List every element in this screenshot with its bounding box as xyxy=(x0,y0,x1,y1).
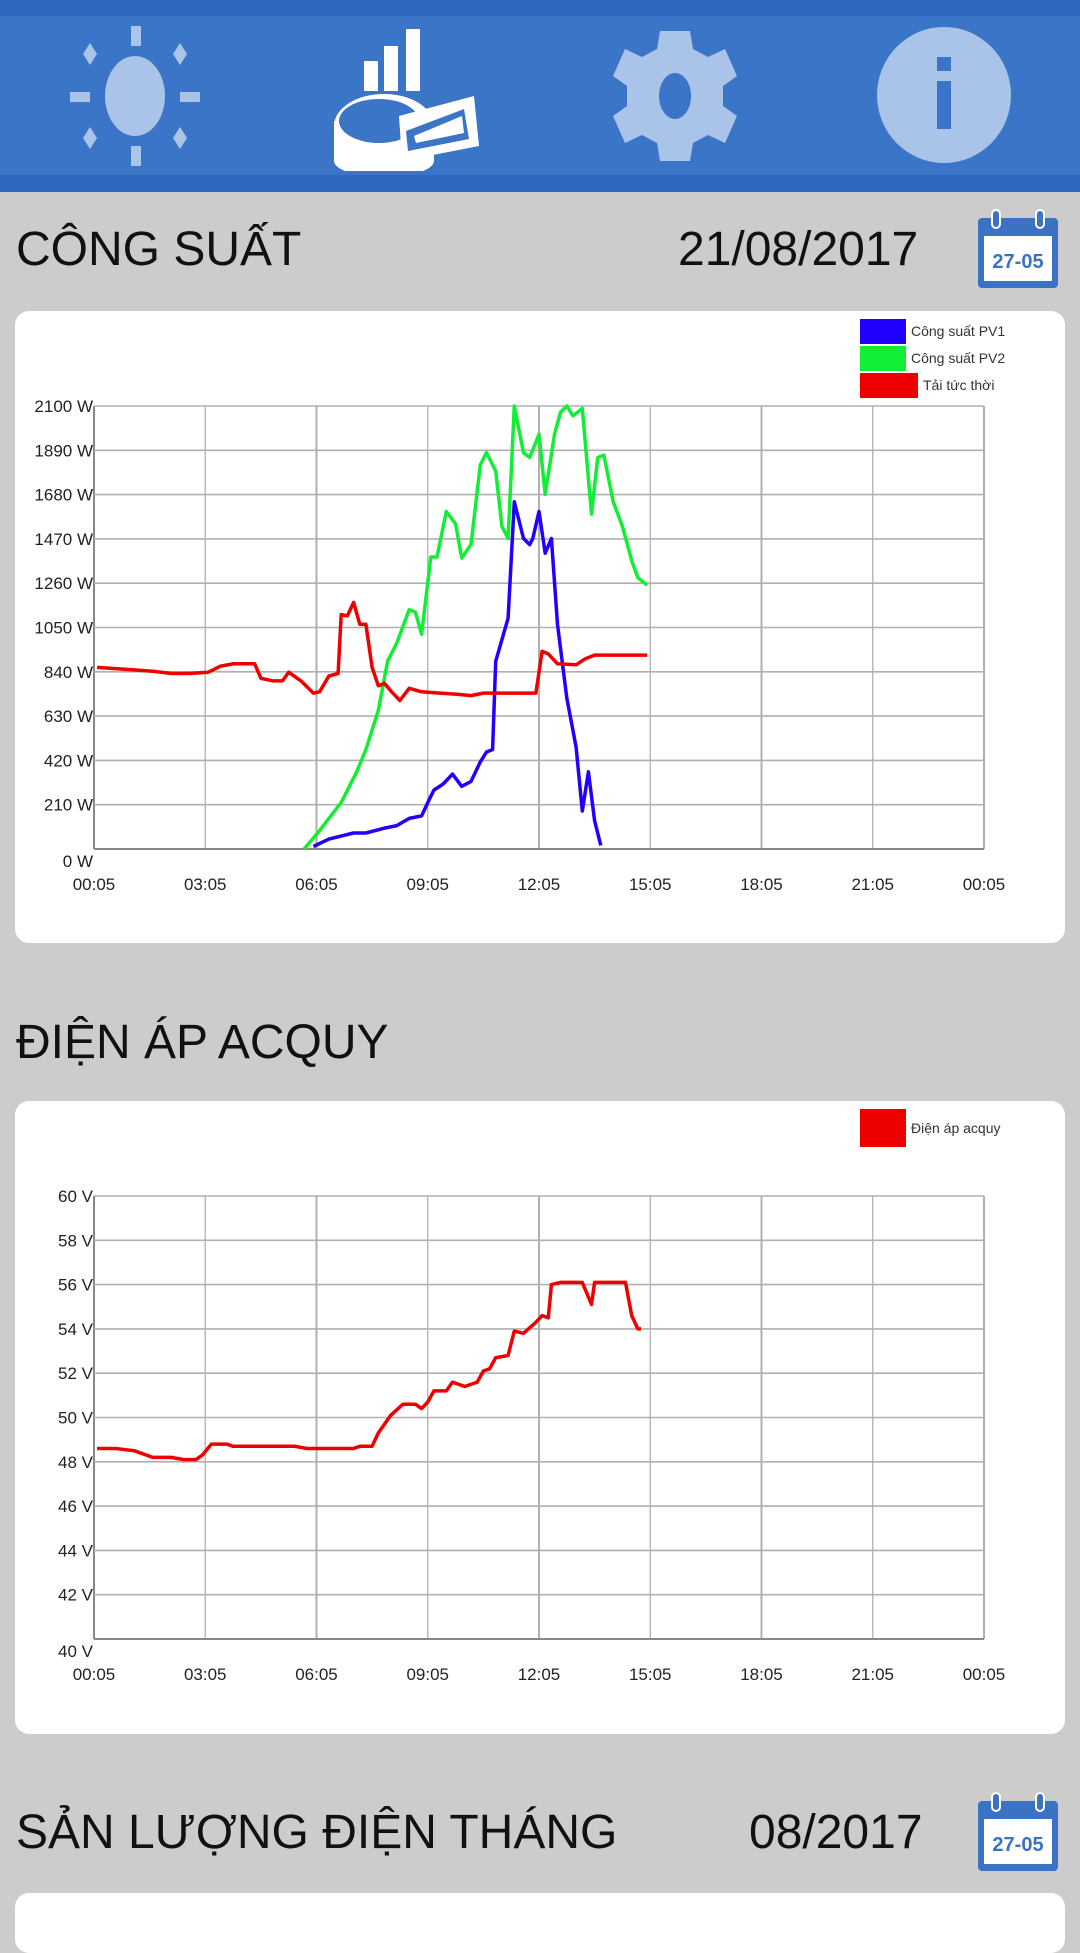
y-tick-label: 1050 W xyxy=(34,619,93,638)
y-tick-label: 54 V xyxy=(58,1320,94,1339)
legend-swatch xyxy=(860,319,906,344)
y-tick-label: 56 V xyxy=(58,1276,94,1295)
battery-voltage-chart: 00:05 03:05 06:05 09:05 12:05 15:05 18:05 21:05… xyxy=(58,1109,1006,1684)
y-tick-label: 48 V xyxy=(58,1453,94,1472)
y-tick-label: 210 W xyxy=(44,796,93,815)
y-tick-label: 840 W xyxy=(44,663,93,682)
power-date: 21/08/2017 xyxy=(678,223,919,276)
x-tick-label: 06:05 xyxy=(295,875,338,894)
nav-button-settings[interactable] xyxy=(575,16,775,175)
power-chart-card: 00:05 03:05 06:05 09:05 12:05 15:05 18:05 21:05… xyxy=(15,311,1065,943)
legend-swatch xyxy=(860,373,918,398)
x-tick-label: 15:05 xyxy=(629,1665,672,1684)
x-tick-label: 18:05 xyxy=(740,1665,783,1684)
legend-label: Tải tức thời xyxy=(923,377,994,393)
section-title-battery: ĐIỆN ÁP ACQUY xyxy=(16,1016,389,1069)
info-icon xyxy=(877,26,1011,163)
section-title-power: CÔNG SUẤT xyxy=(16,223,302,276)
nav-button-charts[interactable] xyxy=(304,16,504,175)
y-tick-label: 46 V xyxy=(58,1497,94,1516)
x-tick-label: 03:05 xyxy=(184,1665,227,1684)
y-tick-label: 2100 W xyxy=(34,397,93,416)
top-nav-bar xyxy=(0,0,1080,192)
x-tick-label: 12:05 xyxy=(518,875,561,894)
calendar-icon: 27-05 xyxy=(978,209,1058,288)
y-tick-label: 44 V xyxy=(58,1541,94,1560)
x-tick-label: 21:05 xyxy=(851,875,894,894)
calendar-button-monthly[interactable]: 27-05 xyxy=(976,1791,1060,1873)
y-tick-label: 1470 W xyxy=(34,530,93,549)
calendar-button-power[interactable]: 27-05 xyxy=(976,208,1060,290)
legend-label: Công suất PV2 xyxy=(911,350,1005,366)
x-tick-label: 09:05 xyxy=(406,875,449,894)
series-line-1 xyxy=(312,500,603,849)
y-tick-label: 630 W xyxy=(44,707,93,726)
series-line-1 xyxy=(97,1280,641,1462)
x-tick-label: 09:05 xyxy=(406,1665,449,1684)
x-tick-label: 12:05 xyxy=(518,1665,561,1684)
calendar-icon-text: 27-05 xyxy=(992,1834,1043,1856)
y-tick-label: 40 V xyxy=(58,1642,94,1661)
y-tick-label: 52 V xyxy=(58,1364,94,1383)
x-tick-label: 00:05 xyxy=(73,1665,116,1684)
legend-swatch xyxy=(860,1109,906,1147)
y-tick-label: 50 V xyxy=(58,1409,94,1428)
monthly-chart-card xyxy=(15,1893,1065,1953)
power-chart: 00:05 03:05 06:05 09:05 12:05 15:05 18:05 21:05… xyxy=(34,319,1006,894)
chart-icon xyxy=(334,28,479,171)
x-tick-label: 06:05 xyxy=(295,1665,338,1684)
y-tick-label: 0 W xyxy=(63,852,93,871)
monthly-date: 08/2017 xyxy=(749,1806,923,1859)
legend-label: Điện áp acquy xyxy=(911,1120,1001,1136)
x-tick-label: 03:05 xyxy=(184,875,227,894)
y-tick-label: 58 V xyxy=(58,1231,94,1250)
y-tick-label: 1890 W xyxy=(34,441,93,460)
x-tick-label: 18:05 xyxy=(740,875,783,894)
gear-icon xyxy=(613,30,737,161)
x-tick-label: 00:05 xyxy=(963,1665,1006,1684)
legend-swatch xyxy=(860,346,906,371)
nav-button-realtime[interactable] xyxy=(35,16,235,175)
x-tick-label: 21:05 xyxy=(851,1665,894,1684)
x-tick-label: 00:05 xyxy=(963,875,1006,894)
legend-label: Công suất PV1 xyxy=(911,323,1005,339)
y-tick-label: 1260 W xyxy=(34,574,93,593)
calendar-icon: 27-05 xyxy=(978,1792,1058,1871)
calendar-icon-text: 27-05 xyxy=(992,251,1043,273)
y-tick-label: 42 V xyxy=(58,1586,94,1605)
x-tick-label: 15:05 xyxy=(629,875,672,894)
battery-chart-card: 00:05 03:05 06:05 09:05 12:05 15:05 18:05 21:05… xyxy=(15,1101,1065,1734)
x-tick-label: 00:05 xyxy=(73,875,116,894)
section-title-monthly: SẢN LƯỢNG ĐIỆN THÁNG xyxy=(16,1806,618,1859)
y-tick-label: 1680 W xyxy=(34,486,93,505)
y-tick-label: 60 V xyxy=(58,1187,94,1206)
series-line-3 xyxy=(96,600,648,703)
series-line-2 xyxy=(302,404,649,851)
nav-button-info[interactable] xyxy=(844,16,1044,175)
sun-icon xyxy=(70,25,200,166)
y-tick-label: 420 W xyxy=(44,751,93,770)
